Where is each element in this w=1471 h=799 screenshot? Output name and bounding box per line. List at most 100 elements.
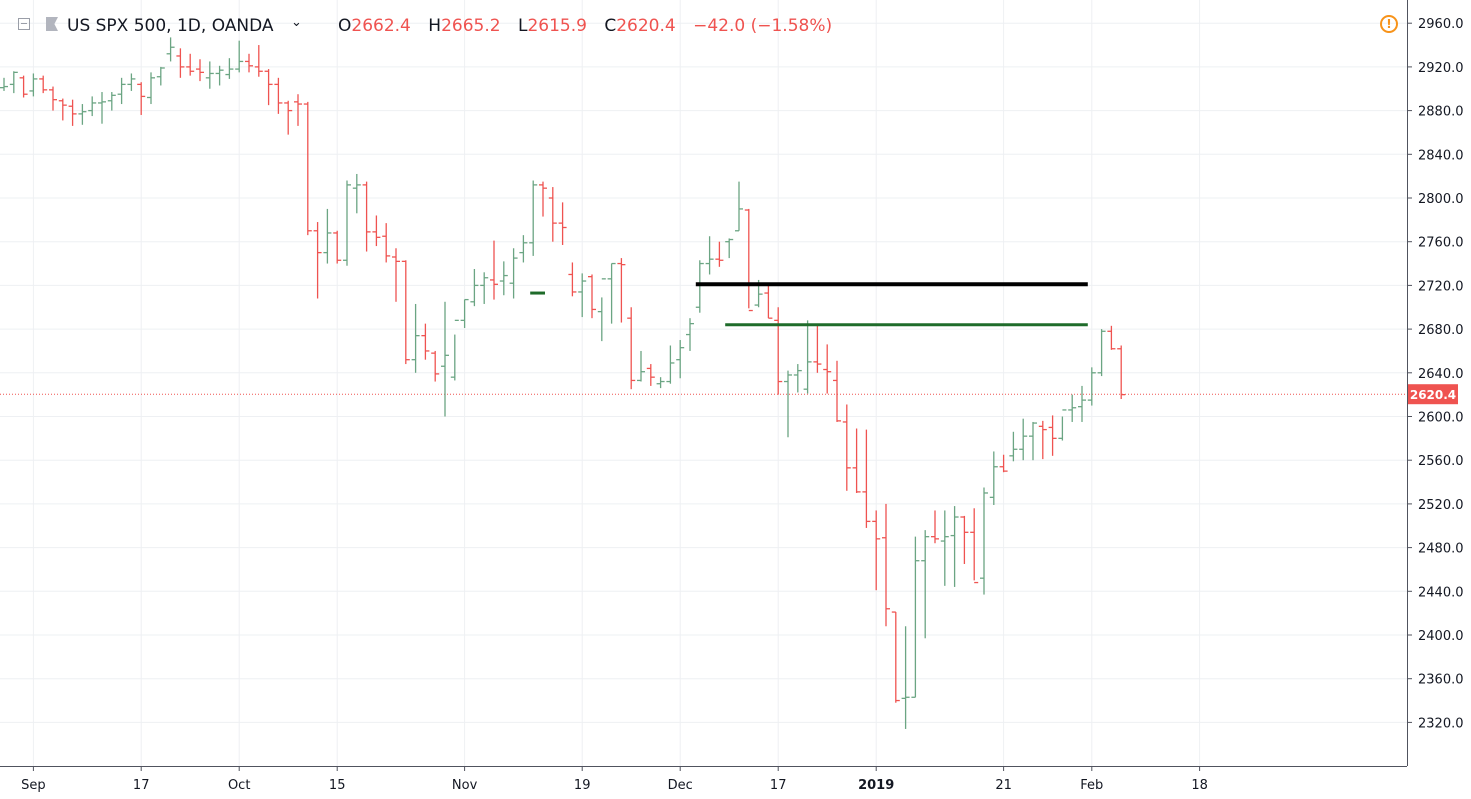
ohlc-bar <box>58 98 67 121</box>
ohlc-bar <box>813 323 822 373</box>
price-tick-label: 2600.0 <box>1418 411 1464 426</box>
ohlc-bar <box>1107 325 1116 350</box>
last-price-label: 2620.4 <box>1410 388 1456 402</box>
close-label: C <box>604 16 617 36</box>
time-tick-label: Oct <box>228 778 250 793</box>
time-tick-label: 17 <box>133 778 150 793</box>
time-tick-label: 15 <box>329 778 346 793</box>
flag-icon[interactable] <box>46 17 58 31</box>
ohlc-bar <box>597 278 606 342</box>
ohlc-bar <box>362 181 371 252</box>
ohlc-bar <box>176 48 185 78</box>
symbol-title[interactable]: US SPX 500, 1D, OANDA <box>67 16 274 36</box>
ohlc-bar <box>666 345 675 384</box>
high-label: H <box>428 16 442 36</box>
ohlc-bar <box>509 248 518 299</box>
ohlc-values: O2662.4 H2665.2 L2615.9 C2620.4 −42.0 (−… <box>338 16 844 36</box>
ohlc-bar <box>352 173 361 214</box>
ohlc-bar <box>911 536 920 698</box>
ohlc-bar <box>1009 431 1018 462</box>
ohlc-bar <box>1038 420 1047 460</box>
time-tick-label: Sep <box>21 778 46 793</box>
ohlc-bar <box>107 92 116 111</box>
ohlc-bar <box>833 360 841 422</box>
ohlc-bar <box>1117 345 1126 400</box>
ohlc-bar <box>774 307 783 395</box>
ohlc-bar <box>323 208 332 264</box>
time-tick-label: Nov <box>452 778 478 793</box>
ohlc-bar <box>68 99 77 126</box>
price-tick-label: 2560.0 <box>1418 454 1464 469</box>
ohlc-bar <box>147 72 155 105</box>
time-tick-label: 19 <box>574 778 591 793</box>
ohlc-bar <box>1068 394 1077 422</box>
ohlc-bar <box>989 451 998 505</box>
price-tick-label: 2520.0 <box>1418 498 1464 513</box>
ohlc-bar <box>852 428 861 493</box>
last-price-badge <box>1408 384 1458 405</box>
chevron-down-icon[interactable]: ⌄ <box>291 15 302 30</box>
ohlc-bar <box>686 318 694 351</box>
ohlc-bar <box>950 506 959 587</box>
ohlc-bar <box>49 86 57 111</box>
ohlc-bar <box>568 262 577 297</box>
time-tick-label: 17 <box>770 778 787 793</box>
ohlc-bar <box>490 240 498 300</box>
ohlc-bar <box>372 215 381 247</box>
ohlc-bar <box>225 58 234 79</box>
ohlc-bar <box>254 45 263 77</box>
ohlc-bar <box>539 181 547 217</box>
ohlc-bar <box>735 181 743 232</box>
ohlc-bar <box>450 319 459 381</box>
ohlc-bar <box>891 611 900 703</box>
ohlc-bar <box>88 96 97 117</box>
ohlc-bar <box>882 503 890 627</box>
ohlc-bar <box>401 260 410 365</box>
price-tick-label: 2320.0 <box>1418 716 1464 731</box>
ohlc-bar <box>186 53 195 76</box>
collapse-icon[interactable] <box>18 18 30 30</box>
ohlc-bar <box>607 262 616 324</box>
ohlc-bar <box>19 75 28 98</box>
low-label: L <box>517 16 528 36</box>
price-tick-label: 2640.0 <box>1418 367 1464 382</box>
ohlc-bar <box>823 344 832 394</box>
low-value: 2615.9 <box>527 16 587 36</box>
ohlc-bar <box>803 320 812 394</box>
ohlc-bar <box>215 65 224 86</box>
ohlc-bar <box>764 285 773 319</box>
ohlc-bar <box>676 340 685 379</box>
ohlc-bar <box>117 77 126 105</box>
time-tick-label: 18 <box>1191 778 1208 793</box>
ohlc-bar <box>970 508 979 584</box>
ohlc-bar <box>1078 385 1086 422</box>
close-value: 2620.4 <box>616 16 676 36</box>
open-label: O <box>338 16 352 36</box>
ohlc-bar <box>705 236 714 275</box>
ohlc-bar <box>862 429 871 528</box>
ohlc-bar <box>931 510 939 544</box>
price-tick-label: 2840.0 <box>1418 148 1464 163</box>
ohlc-bar <box>901 626 910 729</box>
warning-icon[interactable]: ! <box>1380 15 1398 33</box>
price-tick-label: 2400.0 <box>1418 629 1464 644</box>
ohlc-bar <box>646 364 655 386</box>
ohlc-bar <box>999 454 1008 473</box>
ohlc-bar <box>78 104 87 125</box>
ohlc-bar <box>343 180 351 266</box>
ohlc-bar <box>842 404 851 491</box>
time-tick-label: Feb <box>1080 778 1103 793</box>
price-tick-label: 2720.0 <box>1418 279 1464 294</box>
ohlc-bar <box>294 94 302 126</box>
ohlc-bar <box>1087 367 1096 406</box>
ohlc-bar <box>617 258 626 323</box>
ohlc-bar <box>980 487 988 595</box>
ohlc-bar <box>715 241 724 267</box>
ohlc-bar <box>245 53 253 73</box>
ohlc-bar <box>960 515 969 564</box>
ohlc-bar <box>499 261 508 296</box>
ohlc-bar <box>578 273 587 318</box>
ohlc-bar <box>441 301 449 417</box>
ohlc-bars <box>0 37 1126 729</box>
